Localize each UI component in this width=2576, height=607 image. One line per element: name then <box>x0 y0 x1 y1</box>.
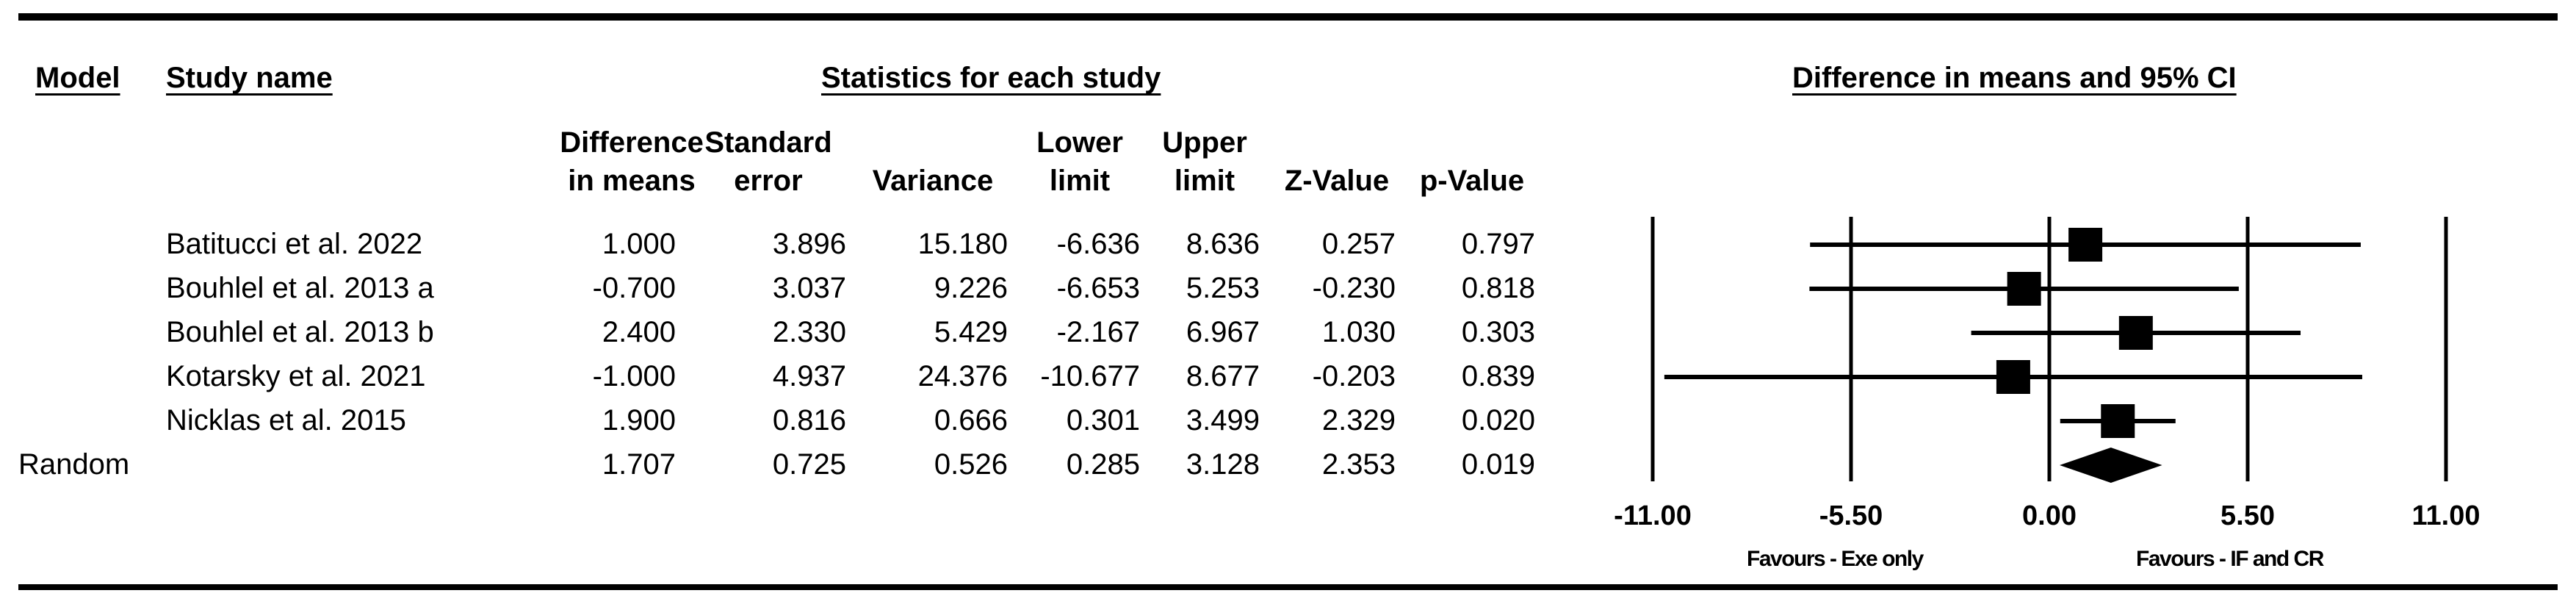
table-cell: -0.203 <box>1312 360 1396 392</box>
table-cell: 8.677 <box>1186 360 1260 392</box>
table-cell: 5.253 <box>1186 272 1260 304</box>
effect-square <box>1996 360 2030 394</box>
header-model: Model <box>35 62 120 94</box>
study-name: Bouhlel et al. 2013 b <box>166 316 434 348</box>
summary-cell: 0.725 <box>772 448 846 481</box>
column-header-line1: Upper <box>1162 126 1247 159</box>
table-cell: 0.666 <box>934 404 1008 437</box>
x-tick-label: 0.00 <box>2022 500 2077 531</box>
table-cell: -0.700 <box>592 272 676 304</box>
table-cell: 1.000 <box>602 228 676 260</box>
table-cell: 0.301 <box>1066 404 1140 437</box>
table-cell: 0.818 <box>1461 272 1535 304</box>
x-tick-label: -5.50 <box>1819 500 1883 531</box>
column-header-line1: Lower <box>1036 126 1123 159</box>
summary-cell: 2.353 <box>1321 448 1396 481</box>
table-cell: 0.020 <box>1461 404 1535 437</box>
table-cell: 4.937 <box>772 360 846 392</box>
study-name: Nicklas et al. 2015 <box>166 404 406 437</box>
summary-cell: 0.526 <box>934 448 1008 481</box>
table-cell: 8.636 <box>1186 228 1260 260</box>
column-header-line2: Z-Value <box>1284 165 1390 197</box>
effect-square <box>2101 404 2135 438</box>
favours-right-label: Favours - IF and CR <box>2136 547 2324 571</box>
bottom-rule <box>18 584 2558 590</box>
table-cell: -1.000 <box>592 360 676 392</box>
table-cell: -6.636 <box>1056 228 1140 260</box>
table-cell: 5.429 <box>934 316 1008 348</box>
study-name: Kotarsky et al. 2021 <box>166 360 426 392</box>
table-cell: 3.499 <box>1186 404 1260 437</box>
header-statistics: Statistics for each study <box>821 62 1161 94</box>
table-cell: 15.180 <box>917 228 1008 260</box>
header-study-name: Study name <box>166 62 333 94</box>
table-cell: 0.816 <box>772 404 846 437</box>
header-plot-title: Difference in means and 95% CI <box>1792 62 2237 94</box>
column-header-line2: p-Value <box>1419 165 1525 197</box>
table-cell: 1.030 <box>1321 316 1396 348</box>
summary-cell: 0.019 <box>1461 448 1535 481</box>
table-cell: 3.037 <box>772 272 846 304</box>
favours-left-label: Favours - Exe only <box>1747 547 1924 571</box>
table-cell: 0.797 <box>1461 228 1535 260</box>
table-cell: 1.900 <box>602 404 676 437</box>
column-header-line2: limit <box>1049 165 1111 197</box>
summary-cell: 1.707 <box>602 448 676 481</box>
effect-square <box>2007 272 2041 306</box>
x-tick-label: 5.50 <box>2220 500 2275 531</box>
table-cell: -10.677 <box>1040 360 1140 392</box>
study-name: Batitucci et al. 2022 <box>166 228 423 260</box>
study-name: Bouhlel et al. 2013 a <box>166 272 434 304</box>
effect-square <box>2118 316 2153 350</box>
column-header-line1: Standard <box>704 126 832 159</box>
effect-square <box>2068 228 2103 262</box>
x-tick-label: 11.00 <box>2412 500 2481 531</box>
column-header-line2: Variance <box>872 165 994 197</box>
table-cell: 24.376 <box>917 360 1008 392</box>
summary-cell: 3.128 <box>1186 448 1260 481</box>
table-cell: -2.167 <box>1056 316 1140 348</box>
summary-cell: 0.285 <box>1066 448 1140 481</box>
column-header-line1: Difference <box>560 126 704 159</box>
table-cell: 2.330 <box>772 316 846 348</box>
table-cell: 0.303 <box>1461 316 1535 348</box>
pooled-diamond <box>2059 448 2162 483</box>
x-tick-label: -11.00 <box>1614 500 1692 531</box>
table-cell: 0.257 <box>1321 228 1396 260</box>
table-cell: -0.230 <box>1312 272 1396 304</box>
table-cell: 2.400 <box>602 316 676 348</box>
column-header-line2: limit <box>1174 165 1235 197</box>
summary-model-label: Random <box>18 448 130 481</box>
table-cell: 0.839 <box>1461 360 1535 392</box>
table-cell: 6.967 <box>1186 316 1260 348</box>
table-cell: 9.226 <box>934 272 1008 304</box>
column-header-line2: in means <box>568 165 696 197</box>
table-cell: 2.329 <box>1321 404 1396 437</box>
table-cell: 3.896 <box>772 228 846 260</box>
top-rule <box>18 13 2558 21</box>
column-header-line2: error <box>734 165 803 197</box>
table-cell: -6.653 <box>1056 272 1140 304</box>
